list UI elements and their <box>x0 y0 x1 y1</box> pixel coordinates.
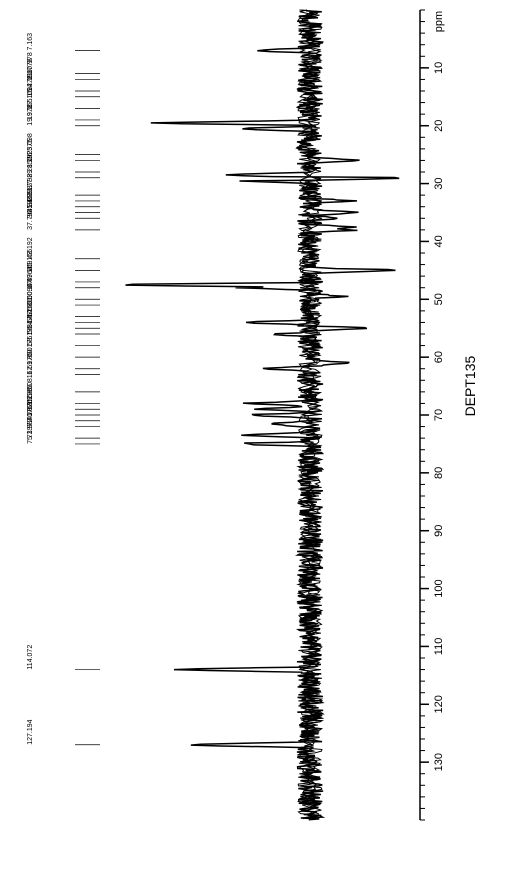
peak-label: 114.072 <box>27 645 34 670</box>
axis-tick-label: 130 <box>433 753 445 771</box>
peak-label: 37.794 <box>27 208 34 230</box>
axis-tick-label: 50 <box>433 293 445 305</box>
axis-tick-label: 40 <box>433 235 445 247</box>
axis-tick-label: 110 <box>433 638 445 656</box>
spectrum-trace <box>125 10 399 820</box>
axis-tick-label: 120 <box>433 695 445 713</box>
peak-label: 7.163 <box>27 33 34 51</box>
nmr-spectrum-chart: 10 20 30 40 50 60 70 80 90 100 110 120 130 ppm 7.163 1… <box>0 0 510 888</box>
peak-label: 75.197 <box>27 422 34 444</box>
peak-label: 19.978 <box>27 104 34 126</box>
axis-tick-label: 10 <box>433 62 445 74</box>
axis-label-ppm: ppm <box>433 11 445 32</box>
peak-label: 127.194 <box>27 719 34 744</box>
axis-tick-label: 20 <box>433 120 445 132</box>
axis-tick-label: 70 <box>433 409 445 421</box>
axis-tick-label: 80 <box>433 467 445 479</box>
axis-tick-label: 90 <box>433 525 445 537</box>
axis-tick-label: 100 <box>433 579 445 597</box>
chart-title: DEPT135 <box>462 356 478 417</box>
axis-tick-label: 30 <box>433 177 445 189</box>
axis-tick-label: 60 <box>433 351 445 363</box>
